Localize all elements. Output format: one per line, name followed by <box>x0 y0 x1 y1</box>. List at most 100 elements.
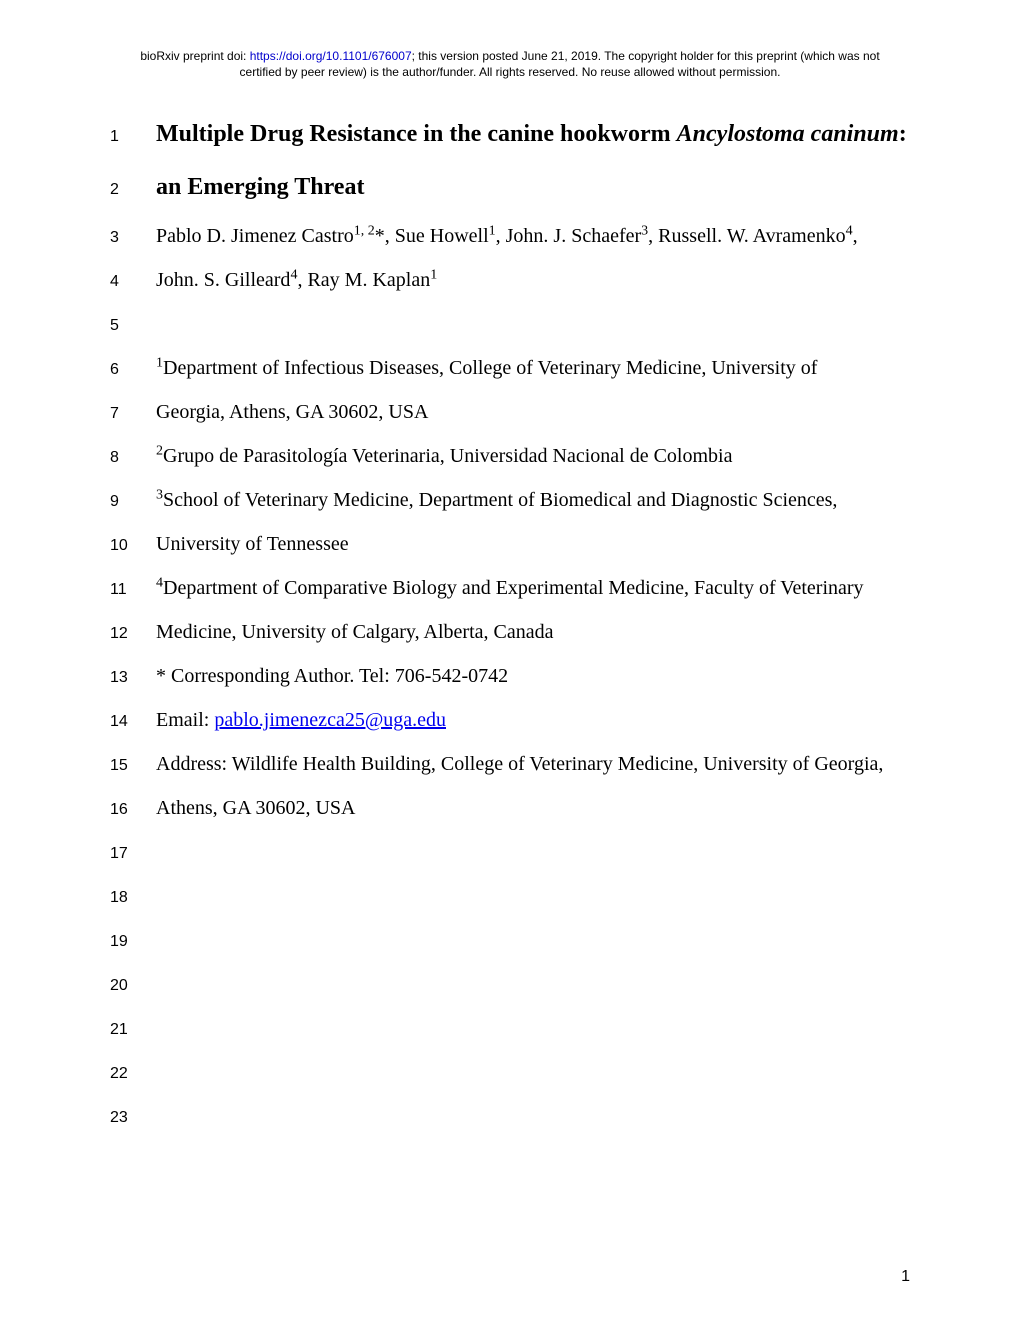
line-number: 17 <box>110 834 156 871</box>
preprint-line2: certified by peer review) is the author/… <box>240 65 781 79</box>
line-number: 8 <box>110 438 156 475</box>
text-run: : <box>899 121 907 147</box>
line-text <box>156 1006 910 1050</box>
text-run: Department of Comparative Biology and Ex… <box>163 577 864 599</box>
manuscript-body: 1Multiple Drug Resistance in the canine … <box>110 108 910 1138</box>
text-run: John. S. Gilleard <box>156 269 290 291</box>
email-link[interactable]: pablo.jimenezca25@uga.edu <box>214 709 446 731</box>
line-13: 13* Corresponding Author. Tel: 706-542-0… <box>110 654 910 698</box>
line-18: 18 <box>110 874 910 918</box>
line-5: 5 <box>110 302 910 346</box>
superscript: 2 <box>156 443 163 458</box>
text-run: Email: <box>156 709 214 731</box>
line-6: 61Department of Infectious Diseases, Col… <box>110 346 910 390</box>
line-11: 114Department of Comparative Biology and… <box>110 566 910 610</box>
line-7: 7Georgia, Athens, GA 30602, USA <box>110 390 910 434</box>
line-number: 12 <box>110 614 156 651</box>
line-number: 19 <box>110 922 156 959</box>
line-text <box>156 918 910 962</box>
line-text: Medicine, University of Calgary, Alberta… <box>156 610 910 654</box>
line-number: 2 <box>110 170 156 207</box>
line-text: * Corresponding Author. Tel: 706-542-074… <box>156 654 910 698</box>
text-run: Georgia, Athens, GA 30602, USA <box>156 401 428 423</box>
line-number: 18 <box>110 878 156 915</box>
line-number: 14 <box>110 702 156 739</box>
line-number: 1 <box>110 117 156 154</box>
line-text: an Emerging Threat <box>156 161 910 214</box>
text-run: , Russell. W. Avramenko <box>648 225 845 247</box>
text-run: Athens, GA 30602, USA <box>156 797 355 819</box>
line-number: 4 <box>110 262 156 299</box>
text-run: *, Sue Howell <box>375 225 489 247</box>
line-12: 12Medicine, University of Calgary, Alber… <box>110 610 910 654</box>
text-run: , Ray M. Kaplan <box>297 269 430 291</box>
line-text: Email: pablo.jimenezca25@uga.edu <box>156 698 910 742</box>
line-text: 4Department of Comparative Biology and E… <box>156 566 910 610</box>
line-22: 22 <box>110 1050 910 1094</box>
italic-text: Ancylostoma caninum <box>677 121 899 147</box>
line-number: 5 <box>110 306 156 343</box>
line-number: 6 <box>110 350 156 387</box>
superscript: 1 <box>430 267 437 282</box>
line-4: 4John. S. Gilleard4, Ray M. Kaplan1 <box>110 258 910 302</box>
doi-link[interactable]: https://doi.org/10.1101/676007 <box>250 49 412 63</box>
superscript: 1 <box>156 355 163 370</box>
line-20: 20 <box>110 962 910 1006</box>
line-number: 13 <box>110 658 156 695</box>
line-text: Georgia, Athens, GA 30602, USA <box>156 390 910 434</box>
preprint-text-before: bioRxiv preprint doi: <box>140 49 249 63</box>
line-text: 2Grupo de Parasitología Veterinaria, Uni… <box>156 434 910 478</box>
line-16: 16Athens, GA 30602, USA <box>110 786 910 830</box>
line-text <box>156 1094 910 1138</box>
text-run: Multiple Drug Resistance in the canine h… <box>156 121 677 147</box>
line-1: 1Multiple Drug Resistance in the canine … <box>110 108 910 161</box>
line-15: 15Address: Wildlife Health Building, Col… <box>110 742 910 786</box>
line-text <box>156 302 910 346</box>
text-run: Grupo de Parasitología Veterinaria, Univ… <box>163 445 732 467</box>
line-number: 3 <box>110 218 156 255</box>
line-number: 20 <box>110 966 156 1003</box>
page-number: 1 <box>901 1268 910 1286</box>
text-run: , <box>853 225 858 247</box>
text-run: Medicine, University of Calgary, Alberta… <box>156 621 553 643</box>
text-run: Department of Infectious Diseases, Colle… <box>163 357 817 379</box>
line-17: 17 <box>110 830 910 874</box>
preprint-header: bioRxiv preprint doi: https://doi.org/10… <box>110 48 910 80</box>
line-text <box>156 830 910 874</box>
superscript: 1 <box>489 223 496 238</box>
line-text: 3School of Veterinary Medicine, Departme… <box>156 478 910 522</box>
line-text: University of Tennessee <box>156 522 910 566</box>
line-number: 15 <box>110 746 156 783</box>
line-text <box>156 874 910 918</box>
line-text <box>156 962 910 1006</box>
line-text: 1Department of Infectious Diseases, Coll… <box>156 346 910 390</box>
preprint-text-after: ; this version posted June 21, 2019. The… <box>412 49 880 63</box>
text-run: School of Veterinary Medicine, Departmen… <box>163 489 837 511</box>
text-run: Pablo D. Jimenez Castro <box>156 225 354 247</box>
text-run: * Corresponding Author. Tel: 706-542-074… <box>156 665 508 687</box>
line-number: 23 <box>110 1098 156 1135</box>
line-text: Pablo D. Jimenez Castro1, 2*, Sue Howell… <box>156 214 910 258</box>
line-number: 10 <box>110 526 156 563</box>
line-number: 16 <box>110 790 156 827</box>
line-text <box>156 1050 910 1094</box>
line-23: 23 <box>110 1094 910 1138</box>
text-run: , John. J. Schaefer <box>496 225 642 247</box>
line-19: 19 <box>110 918 910 962</box>
line-21: 21 <box>110 1006 910 1050</box>
line-text: Address: Wildlife Health Building, Colle… <box>156 742 910 786</box>
line-8: 82Grupo de Parasitología Veterinaria, Un… <box>110 434 910 478</box>
line-number: 7 <box>110 394 156 431</box>
line-number: 21 <box>110 1010 156 1047</box>
text-run: University of Tennessee <box>156 533 349 555</box>
line-2: 2an Emerging Threat <box>110 161 910 214</box>
text-run: an Emerging Threat <box>156 174 364 200</box>
line-14: 14Email: pablo.jimenezca25@uga.edu <box>110 698 910 742</box>
line-number: 11 <box>110 570 156 607</box>
line-9: 93School of Veterinary Medicine, Departm… <box>110 478 910 522</box>
line-text: Athens, GA 30602, USA <box>156 786 910 830</box>
line-number: 22 <box>110 1054 156 1091</box>
line-text: John. S. Gilleard4, Ray M. Kaplan1 <box>156 258 910 302</box>
page: bioRxiv preprint doi: https://doi.org/10… <box>0 0 1020 1320</box>
superscript: 1, 2 <box>354 223 375 238</box>
